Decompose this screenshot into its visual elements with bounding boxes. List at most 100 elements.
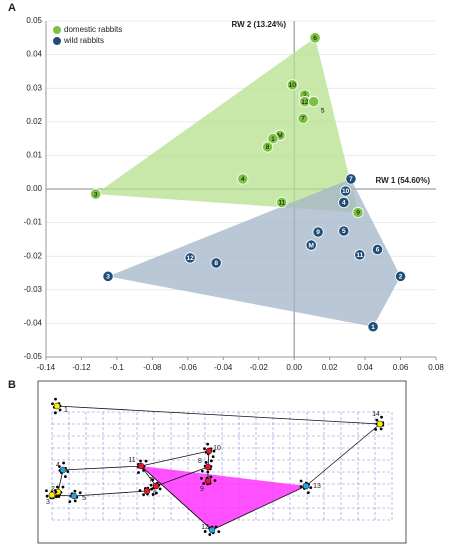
x-tick-label: 0.04 bbox=[357, 363, 373, 372]
legend-label: domestic rabbits bbox=[64, 25, 122, 34]
landmark-link bbox=[211, 485, 307, 531]
point-label: 4 bbox=[342, 200, 346, 207]
landmark-dot bbox=[150, 487, 154, 491]
point-label: 11 bbox=[278, 200, 285, 207]
landmark-dot bbox=[54, 495, 58, 499]
landmark-dot bbox=[54, 490, 58, 494]
legend-label: wild rabbits bbox=[63, 36, 104, 45]
landmark bbox=[137, 462, 145, 470]
landmark bbox=[208, 526, 216, 534]
landmark-dot bbox=[138, 489, 142, 492]
x-tick-label: -0.14 bbox=[37, 363, 56, 372]
landmark-dot bbox=[73, 489, 77, 493]
x-tick-label: -0.06 bbox=[179, 363, 198, 372]
landmark-dot bbox=[56, 485, 59, 489]
point-label: 7 bbox=[349, 176, 353, 183]
point bbox=[102, 270, 114, 282]
x-tick-label: 0.02 bbox=[322, 363, 338, 372]
landmark-link bbox=[305, 423, 381, 487]
landmark-dot bbox=[204, 460, 208, 464]
landmark-dot bbox=[214, 525, 218, 529]
landmark-dot bbox=[212, 449, 216, 453]
point bbox=[305, 239, 317, 251]
landmark-label: 1 bbox=[64, 407, 68, 414]
x-tick-label: -0.1 bbox=[110, 363, 124, 372]
point-label: 8 bbox=[214, 260, 218, 267]
point bbox=[309, 32, 321, 44]
y-tick-label: -0.05 bbox=[24, 352, 43, 361]
landmark-dot bbox=[149, 483, 153, 487]
landmark-label: 12 bbox=[201, 524, 209, 531]
y-tick-label: 0.04 bbox=[26, 50, 42, 59]
landmark-dot bbox=[206, 442, 210, 446]
y-axis-label: RW 2 (13.24%) bbox=[231, 20, 286, 29]
point-label: 11 bbox=[356, 252, 363, 259]
point bbox=[338, 225, 350, 237]
panel-label: B bbox=[8, 379, 16, 391]
landmark-dot bbox=[58, 408, 62, 412]
point bbox=[394, 270, 407, 282]
landmark-link bbox=[140, 450, 210, 467]
point-label: 5 bbox=[321, 107, 325, 114]
point-label: 12 bbox=[187, 255, 195, 262]
panel-a: -0.05 -0.04 -0.03 -0.02 -0.01 0.00 0.01 0.02 0.0… bbox=[24, 16, 445, 372]
landmark bbox=[59, 466, 67, 474]
landmark-label: 3 bbox=[46, 499, 50, 506]
point bbox=[338, 196, 350, 209]
point-label: 3 bbox=[106, 274, 110, 281]
point bbox=[367, 321, 379, 333]
landmark-dot bbox=[375, 418, 379, 422]
landmark-dot bbox=[45, 494, 49, 498]
landmark bbox=[70, 492, 78, 500]
landmark bbox=[48, 491, 56, 499]
landmark-dot bbox=[200, 469, 204, 473]
landmark-dot bbox=[142, 468, 145, 472]
landmark bbox=[376, 420, 384, 428]
point bbox=[90, 188, 102, 200]
point bbox=[261, 141, 274, 153]
legend-marker bbox=[53, 26, 61, 34]
y-tick-label: 0.00 bbox=[26, 184, 42, 193]
landmark-label: 9 bbox=[200, 486, 204, 493]
landmark-dot bbox=[66, 470, 70, 473]
x-tick-label: 0.06 bbox=[393, 363, 409, 372]
x-tick-label: -0.12 bbox=[72, 363, 91, 372]
x-axis-label: RW 1 (54.60%) bbox=[375, 176, 430, 185]
landmark-dot bbox=[68, 500, 72, 503]
point-label: 8 bbox=[266, 144, 270, 151]
landmark-label: 8 bbox=[198, 458, 202, 465]
landmark-dot bbox=[299, 479, 303, 483]
landmark-dot bbox=[206, 470, 210, 474]
landmark-dot bbox=[57, 465, 61, 468]
point bbox=[371, 243, 384, 256]
x-tick-label: -0.08 bbox=[143, 363, 162, 372]
landmark-label: 4 bbox=[56, 462, 60, 469]
point bbox=[312, 226, 324, 238]
point-label: 9 bbox=[356, 210, 360, 217]
point bbox=[339, 185, 352, 197]
point-label: 2 bbox=[399, 274, 403, 281]
point bbox=[345, 173, 357, 185]
point-label: 6 bbox=[376, 247, 380, 254]
landmark-link bbox=[140, 465, 213, 531]
point bbox=[308, 96, 320, 108]
landmark-dot bbox=[54, 411, 57, 415]
landmark-dot bbox=[45, 489, 48, 493]
point-label: 10 bbox=[342, 188, 350, 195]
y-tick-label: -0.04 bbox=[24, 319, 43, 328]
landmark bbox=[204, 477, 212, 485]
landmark-dot bbox=[200, 477, 203, 480]
landmark-link bbox=[73, 490, 148, 497]
landmark bbox=[143, 487, 151, 495]
landmark-dot bbox=[151, 478, 155, 482]
landmark-label: 7 bbox=[149, 477, 153, 484]
landmark-dot bbox=[202, 482, 206, 485]
landmark-dot bbox=[203, 530, 207, 533]
hull bbox=[108, 178, 401, 327]
landmark-link bbox=[155, 466, 209, 487]
landmark-dot bbox=[209, 459, 213, 463]
landmark-dot bbox=[208, 533, 212, 536]
landmark-dot bbox=[64, 475, 67, 478]
landmark bbox=[204, 463, 212, 471]
